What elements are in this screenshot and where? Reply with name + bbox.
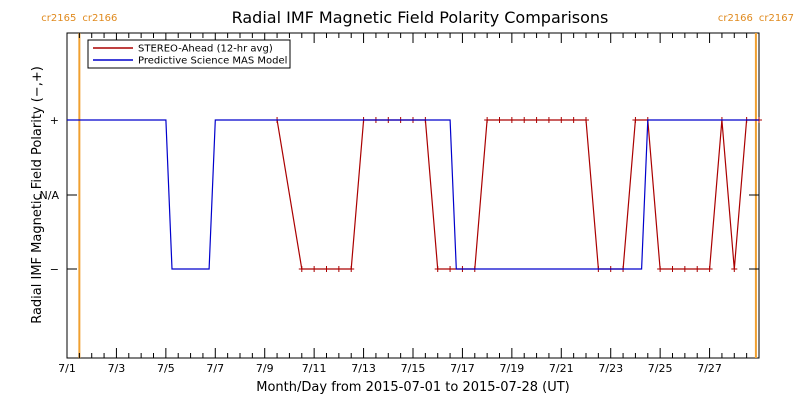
y-tick-label: N/A: [40, 189, 60, 202]
x-tick-label: 7/13: [351, 362, 376, 375]
y-axis-label: Radial IMF Magnetic Field Polarity (−,+): [30, 66, 45, 324]
chart-title: Radial IMF Magnetic Field Polarity Compa…: [232, 8, 609, 27]
stereo-point: [484, 117, 491, 123]
plot-area: [66, 32, 760, 359]
x-axis: 7/1 7/3 7/5 7/7 7/9 7/11 7/13 7/15 7/17 7/19 7/21 7…: [58, 33, 760, 375]
y-tick-label: −: [50, 263, 59, 276]
stereo-point: [323, 266, 330, 272]
x-tick-label: 7/17: [450, 362, 475, 375]
x-tick-label: 7/3: [108, 362, 126, 375]
stereo-point: [731, 266, 738, 272]
stereo-point: [706, 266, 713, 272]
stereo-point: [694, 266, 701, 272]
legend-box: [87, 39, 291, 69]
x-tick-label: 7/1: [58, 362, 76, 375]
stereo-point: [681, 266, 688, 272]
x-tick-label: 7/7: [206, 362, 224, 375]
x-tick-label: 7/5: [157, 362, 175, 375]
stereo-point: [298, 266, 305, 272]
stereo-point: [558, 117, 565, 123]
x-tick-label: 7/11: [302, 362, 327, 375]
legend-entry: Predictive Science MAS Model: [138, 56, 287, 67]
y-axis: + N/A −: [40, 114, 759, 276]
x-tick-label: 7/27: [697, 362, 722, 375]
x-tick-label: 7/19: [500, 362, 525, 375]
stereo-point: [632, 117, 639, 123]
carrington-label: cr2166: [718, 13, 753, 24]
stereo-point: [447, 266, 454, 272]
series-layer: [67, 117, 762, 272]
stereo-point: [533, 117, 540, 123]
carrington-label: cr2166: [82, 13, 117, 24]
model-line: [67, 119, 759, 270]
stereo-point: [583, 117, 589, 123]
x-axis-label: Month/Day from 2015-07-01 to 2015-07-28 …: [256, 380, 569, 395]
stereo-point: [545, 117, 552, 123]
y-tick-label: +: [50, 114, 59, 127]
stereo-point: [335, 266, 342, 272]
stereo-point: [311, 266, 318, 272]
x-tick-label: 7/15: [401, 362, 426, 375]
stereo-point: [657, 266, 664, 272]
stereo-point: [570, 117, 577, 123]
stereo-point: [669, 266, 676, 272]
plot-frame: [66, 32, 760, 359]
stereo-point: [348, 266, 355, 272]
stereo-point: [521, 117, 528, 123]
stereo-point: [508, 117, 515, 123]
x-tick-label: 7/21: [549, 362, 574, 375]
x-tick-label: 7/9: [256, 362, 274, 375]
stereo-point: [434, 266, 441, 272]
x-tick-label: 7/23: [598, 362, 623, 375]
stereo-point: [496, 117, 503, 123]
legend-entry: STEREO-Ahead (12-hr avg): [138, 44, 273, 55]
legend: STEREO-Ahead (12-hr avg)Predictive Scien…: [87, 39, 291, 69]
carrington-label: cr2165: [41, 13, 76, 24]
carrington-label: cr2167: [759, 13, 794, 24]
stereo-line: [276, 119, 759, 270]
x-tick-label: 7/25: [648, 362, 673, 375]
